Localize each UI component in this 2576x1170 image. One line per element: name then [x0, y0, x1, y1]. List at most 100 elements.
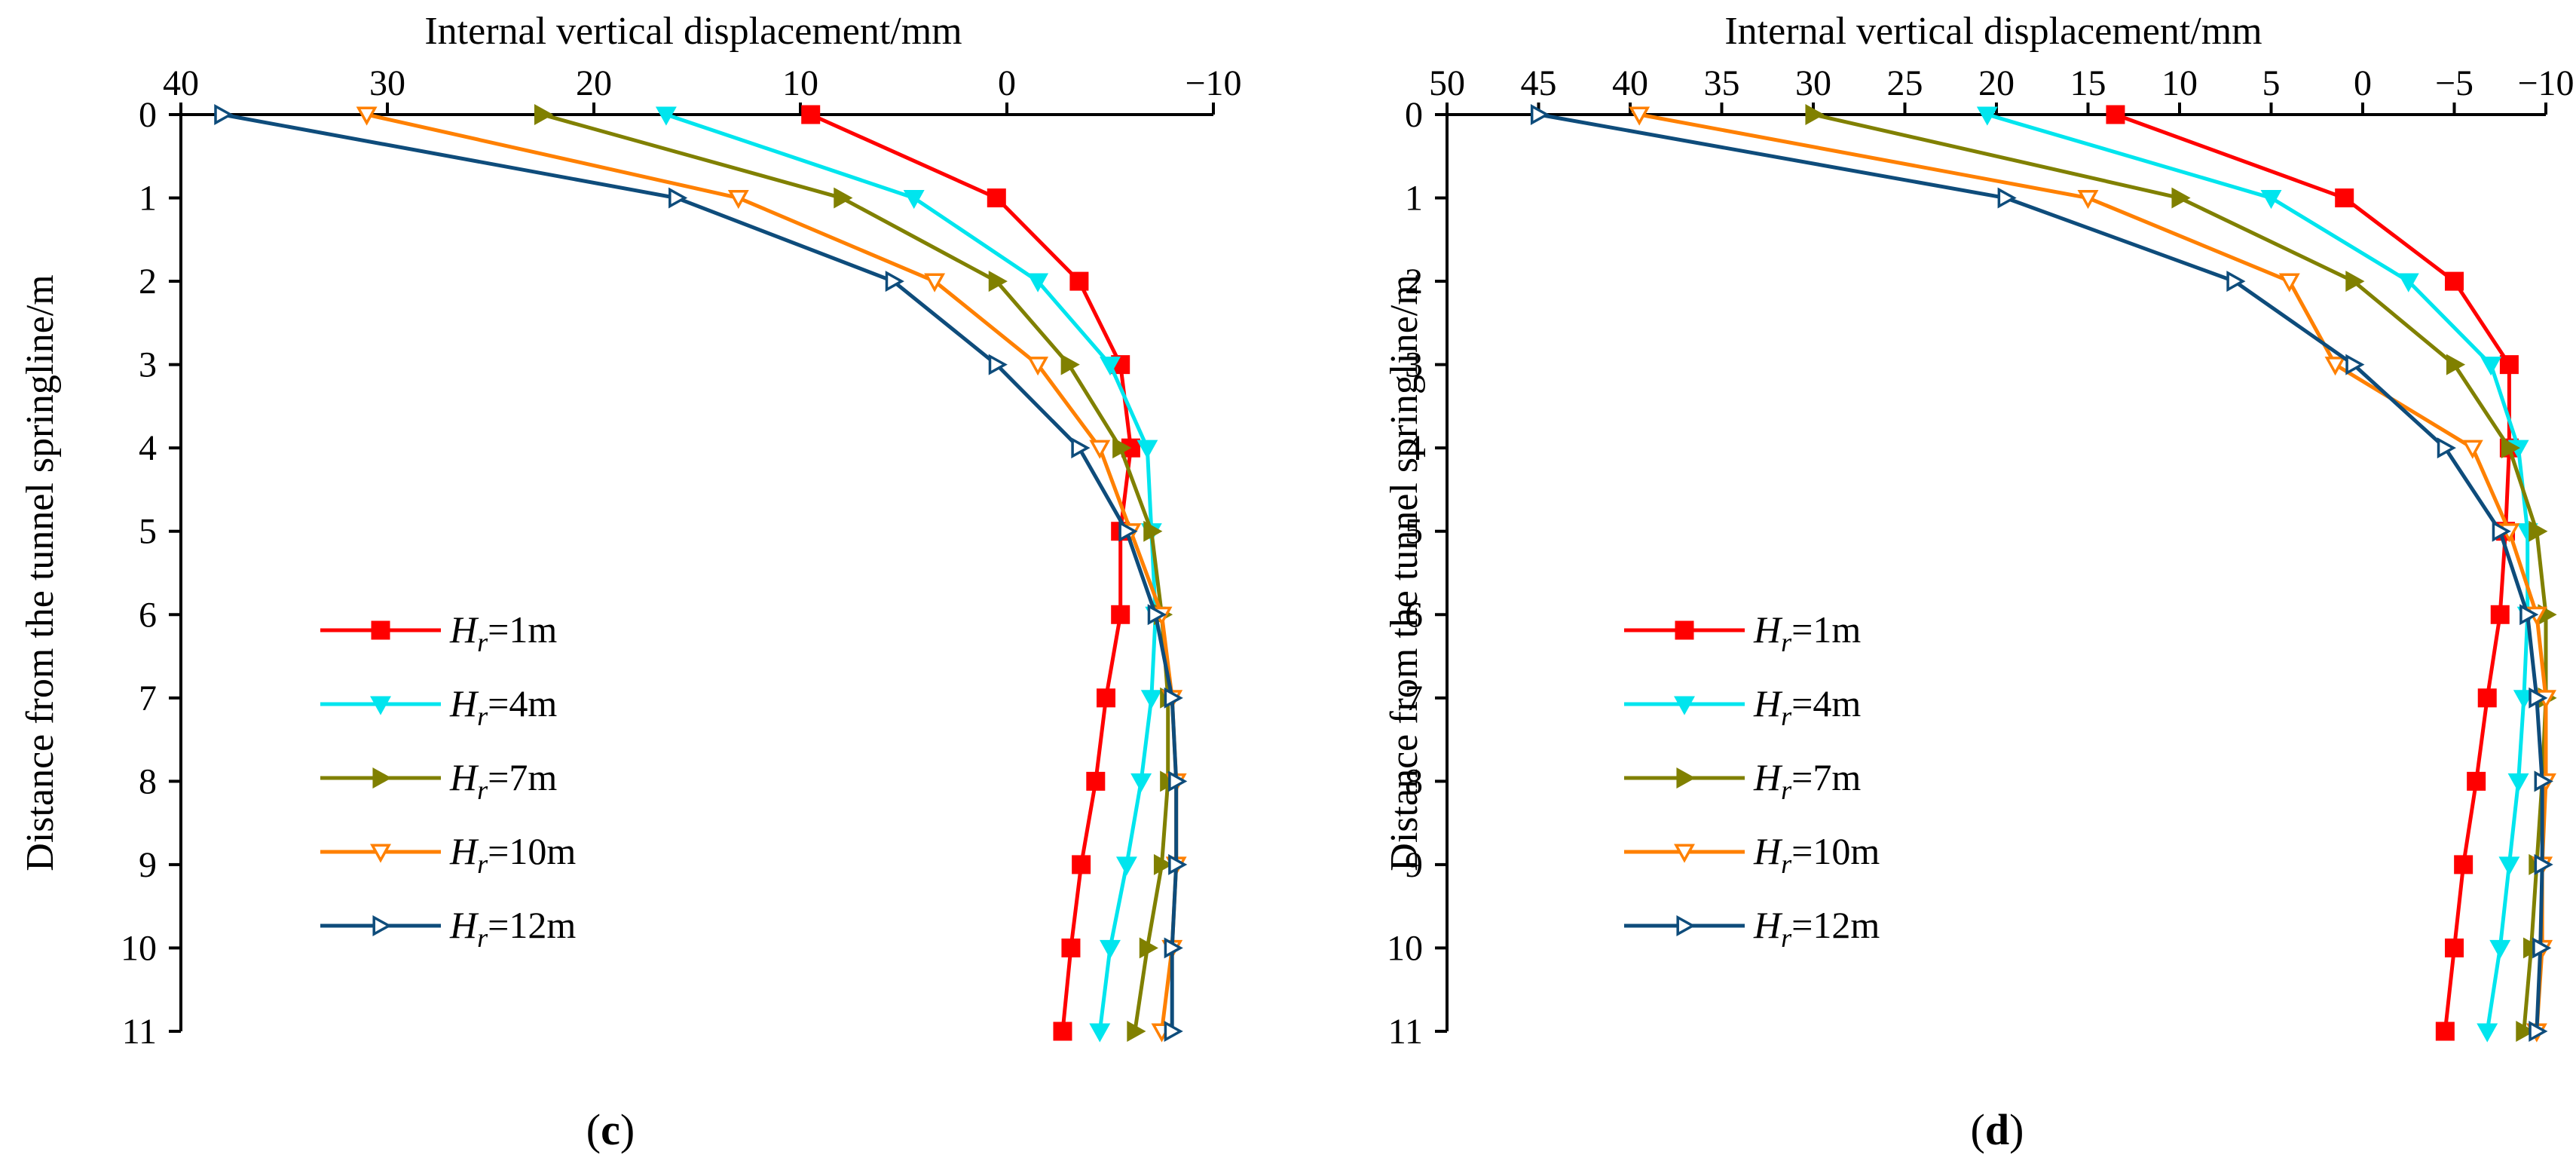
data-point — [2507, 773, 2529, 792]
data-point — [1153, 853, 1173, 875]
panel-caption: (c) — [586, 1105, 635, 1154]
legend-label-rest: =7m — [1791, 756, 1861, 798]
data-point — [2345, 354, 2365, 375]
data-point — [1072, 855, 1091, 874]
data-point — [2106, 105, 2125, 124]
data-point — [2477, 1023, 2498, 1043]
series-3 — [1805, 104, 2557, 1042]
legend-marker — [370, 696, 391, 715]
data-point — [2529, 1021, 2548, 1042]
data-point — [1805, 104, 1825, 125]
data-point — [1976, 106, 1998, 126]
data-point — [2529, 687, 2548, 709]
data-point — [2077, 189, 2099, 210]
legend-label-rest: =4m — [1791, 682, 1861, 724]
legend-label-rest: =1m — [1791, 608, 1861, 651]
panel-caption-open: ( — [1971, 1105, 1985, 1154]
data-point — [727, 189, 749, 210]
series-4 — [1629, 106, 2556, 1043]
x-axis-title: Internal vertical displacement/mm — [424, 10, 962, 53]
legend-marker — [372, 915, 392, 936]
series-line — [1813, 112, 2548, 1032]
data-point — [655, 106, 677, 126]
y-axis-title: Distance from the tunnel springline/m — [1383, 274, 1426, 871]
legend-label: Hr=1m — [1753, 608, 1861, 657]
data-point — [1127, 1021, 1146, 1042]
data-point — [214, 104, 234, 125]
data-point — [2513, 690, 2535, 709]
legend-marker — [372, 767, 392, 789]
data-point — [2534, 853, 2553, 875]
legend-item: Hr=7m — [320, 756, 557, 805]
x-tick-label: 15 — [2070, 63, 2106, 103]
data-point — [1089, 440, 1111, 459]
legend-label: Hr=7m — [1753, 756, 1861, 805]
data-point — [1112, 437, 1132, 459]
legend-marker — [370, 844, 391, 863]
data-point — [2171, 187, 2191, 209]
data-point — [1130, 773, 1152, 792]
data-point — [2345, 271, 2365, 292]
legend-label-sub: r — [477, 849, 488, 879]
legend-label: Hr=1m — [449, 608, 557, 657]
data-point — [2501, 437, 2521, 459]
panel-caption-close: ) — [2009, 1105, 2024, 1154]
series-2 — [1976, 106, 2538, 1043]
data-point — [2446, 354, 2466, 375]
data-point — [834, 187, 853, 209]
series-line — [222, 112, 1179, 1031]
data-point — [1164, 937, 1183, 959]
y-tick-label: 5 — [1405, 512, 1423, 552]
series-line — [1987, 112, 2530, 1032]
y-tick-label: 9 — [1405, 845, 1423, 885]
y-tick-label: 1 — [1405, 179, 1423, 219]
data-point — [1100, 939, 1121, 960]
y-tick-label: 10 — [121, 928, 157, 968]
x-tick-label: 20 — [1978, 63, 2015, 103]
legend-label-rest: =1m — [488, 608, 557, 651]
x-tick-label: 30 — [1795, 63, 1831, 103]
panel-label: d — [1985, 1105, 2009, 1154]
legend-label: Hr=10m — [1753, 830, 1880, 879]
data-point — [2335, 188, 2354, 208]
legend-label-rest: =4m — [488, 682, 557, 724]
x-tick-label: 0 — [998, 63, 1016, 103]
data-point — [2519, 604, 2539, 626]
y-tick-label: 9 — [139, 845, 157, 885]
y-tick-label: 8 — [139, 761, 157, 801]
legend-label-sub: r — [1781, 775, 1792, 805]
data-point — [1115, 856, 1137, 876]
x-tick-label: 50 — [1429, 63, 1465, 103]
y-tick-label: 11 — [1388, 1012, 1423, 1052]
y-tick-label: 2 — [139, 262, 157, 302]
data-point — [2523, 937, 2543, 959]
x-tick-label: 40 — [163, 63, 199, 103]
data-point — [2260, 189, 2282, 210]
panel-caption-open: ( — [586, 1105, 601, 1154]
series-5 — [1530, 104, 2553, 1042]
data-point — [534, 104, 554, 125]
legend-label: Hr=4m — [449, 682, 557, 731]
legend-label-sub: r — [477, 627, 488, 657]
data-point — [987, 188, 1006, 208]
x-tick-label: 0 — [2354, 63, 2372, 103]
legend-label-rest: =10m — [1791, 830, 1880, 872]
data-point — [2489, 939, 2511, 960]
legend-label-sub: r — [1781, 701, 1792, 731]
data-point — [1164, 687, 1183, 709]
y-tick-label: 0 — [139, 95, 157, 135]
data-point — [2437, 437, 2456, 459]
panel-caption: (d) — [1971, 1105, 2024, 1154]
data-point — [1168, 853, 1188, 875]
legend-marker — [1674, 844, 1695, 863]
data-point — [801, 105, 821, 124]
x-tick-label: 5 — [2262, 63, 2281, 103]
data-point — [1061, 938, 1081, 957]
data-point — [2467, 771, 2486, 791]
x-tick-label: 30 — [369, 63, 405, 103]
data-point — [2492, 520, 2511, 542]
data-point — [1137, 440, 1158, 459]
data-point — [668, 187, 688, 209]
